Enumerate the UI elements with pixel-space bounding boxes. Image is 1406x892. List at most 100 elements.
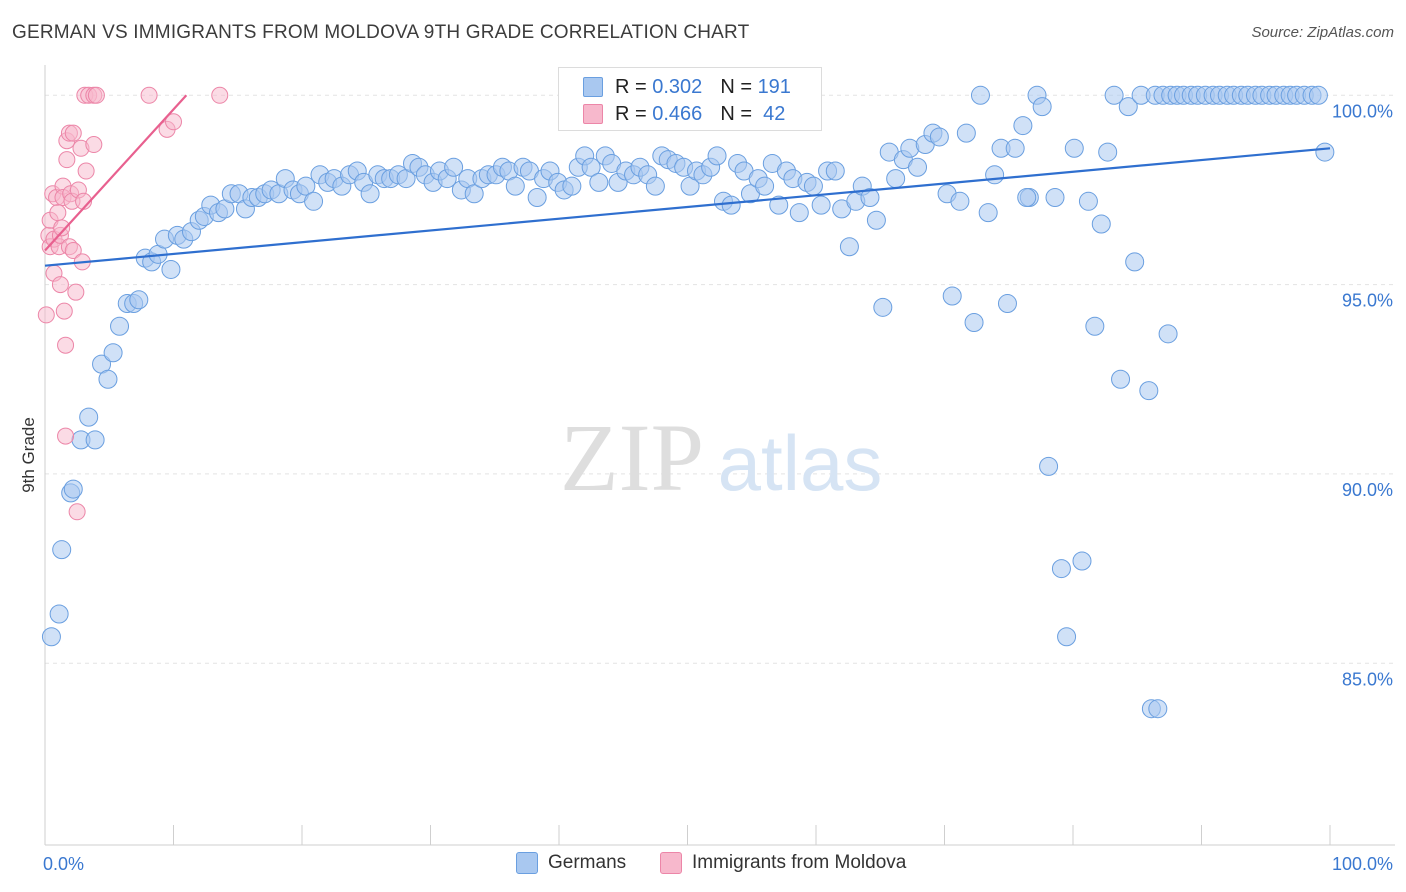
scatter-point	[85, 136, 103, 154]
scatter-point	[964, 312, 984, 332]
legend-swatch-germans	[583, 77, 603, 97]
scatter-point	[1308, 85, 1328, 105]
scatter-point	[1104, 85, 1124, 105]
correlation-legend: R = 0.302 N = 191 R = 0.466 N = 42	[558, 67, 822, 131]
scatter-point	[161, 259, 181, 279]
scatter-point	[873, 297, 893, 317]
trend-lines	[44, 94, 1331, 267]
scatter-point	[304, 191, 324, 211]
scatter-point	[803, 176, 823, 196]
watermark-atlas: atlas	[718, 419, 883, 507]
scatter-point	[769, 195, 789, 215]
scatter-point	[645, 176, 665, 196]
scatter-point	[839, 237, 859, 257]
scatter-point	[1118, 97, 1138, 117]
gridlines	[45, 94, 1395, 664]
scatter-point	[53, 219, 71, 237]
scatter-point	[58, 151, 76, 169]
scatter-point	[1148, 699, 1168, 719]
scatter-point	[444, 157, 464, 177]
scatter-point	[1064, 138, 1084, 158]
legend-row-germans: R = 0.302 N = 191	[583, 74, 791, 100]
scatter-point	[464, 184, 484, 204]
scatter-point	[77, 162, 95, 180]
scatter-point	[296, 176, 316, 196]
scatter-point	[63, 479, 83, 499]
scatter-point	[1039, 456, 1059, 476]
scatter-point	[110, 316, 130, 336]
scatter-point	[68, 503, 86, 521]
legend-label-moldova: Immigrants from Moldova	[692, 852, 907, 873]
scatter-point	[1125, 252, 1145, 272]
scatter-point	[1098, 142, 1118, 162]
source-label: Source: ZipAtlas.com	[1251, 24, 1394, 41]
legend-swatch-moldova	[660, 852, 682, 874]
scatter-point	[929, 127, 949, 147]
legend-item-moldova[interactable]: Immigrants from Moldova	[660, 852, 906, 874]
scatter-point	[811, 195, 831, 215]
x-tick-label: 0.0%	[43, 854, 84, 874]
y-tick-label: 95.0%	[1342, 291, 1393, 311]
legend-r-value: 0.466	[652, 102, 703, 125]
scatter-point	[866, 210, 886, 230]
scatter-point	[505, 176, 525, 196]
y-tick-label: 85.0%	[1342, 669, 1393, 689]
scatter-point	[64, 242, 82, 260]
scatter-point	[52, 540, 72, 560]
scatter-point	[211, 86, 229, 104]
scatter-point	[1078, 191, 1098, 211]
scatter-point	[707, 146, 727, 166]
scatter-point	[978, 203, 998, 223]
scatter-point	[1013, 116, 1033, 136]
scatter-point	[942, 286, 962, 306]
scatter-point	[1085, 316, 1105, 336]
scatter-point	[98, 369, 118, 389]
scatter-point	[755, 176, 775, 196]
scatter-point	[57, 427, 75, 445]
scatter-point	[49, 204, 67, 222]
scatter-point	[1315, 142, 1335, 162]
scatter-point	[860, 188, 880, 208]
scatter-point	[129, 290, 149, 310]
scatter-point	[85, 430, 105, 450]
scatter-point	[41, 627, 61, 647]
legend-r-label: R =	[615, 75, 647, 98]
scatter-point	[87, 86, 105, 104]
scatter-point	[581, 157, 601, 177]
legend-swatch-moldova	[583, 104, 603, 124]
legend-label-germans: Germans	[548, 852, 627, 873]
scatter-point	[970, 85, 990, 105]
scatter-point	[721, 195, 741, 215]
series-germans	[41, 85, 1335, 719]
axis-labels: 85.0% 90.0% 95.0% 100.0% 0.0% 100.0%	[43, 101, 1393, 874]
scatter-point	[57, 336, 75, 354]
scatter-point	[1045, 188, 1065, 208]
scatter-point	[51, 276, 69, 294]
legend-r-label: R =	[615, 102, 647, 125]
x-tick-label: 100.0%	[1332, 854, 1393, 874]
legend-n-value: 191	[757, 75, 791, 98]
scatter-point	[165, 113, 182, 131]
trend-line-germans	[44, 147, 1331, 267]
y-tick-label: 100.0%	[1332, 101, 1393, 121]
scatter-point	[1005, 138, 1025, 158]
trend-line-moldova	[44, 94, 188, 252]
y-axis-title: 9th Grade	[19, 417, 38, 493]
scatter-point	[67, 283, 85, 301]
scatter-point	[37, 306, 55, 324]
scatter-point	[886, 169, 906, 189]
scatter-point	[79, 407, 99, 427]
scatter-point	[49, 604, 69, 624]
scatter-point	[1111, 369, 1131, 389]
scatter-point	[789, 203, 809, 223]
scatter-point	[103, 343, 123, 363]
legend-item-germans[interactable]: Germans	[516, 852, 626, 874]
legend-r-value: 0.302	[652, 75, 703, 98]
legend-n-label: N =	[720, 75, 752, 98]
scatter-point	[55, 302, 73, 320]
scatter-point	[956, 123, 976, 143]
scatter-point	[997, 294, 1017, 314]
scatter-point	[527, 188, 547, 208]
chart-title: GERMAN VS IMMIGRANTS FROM MOLDOVA 9TH GR…	[12, 22, 750, 43]
